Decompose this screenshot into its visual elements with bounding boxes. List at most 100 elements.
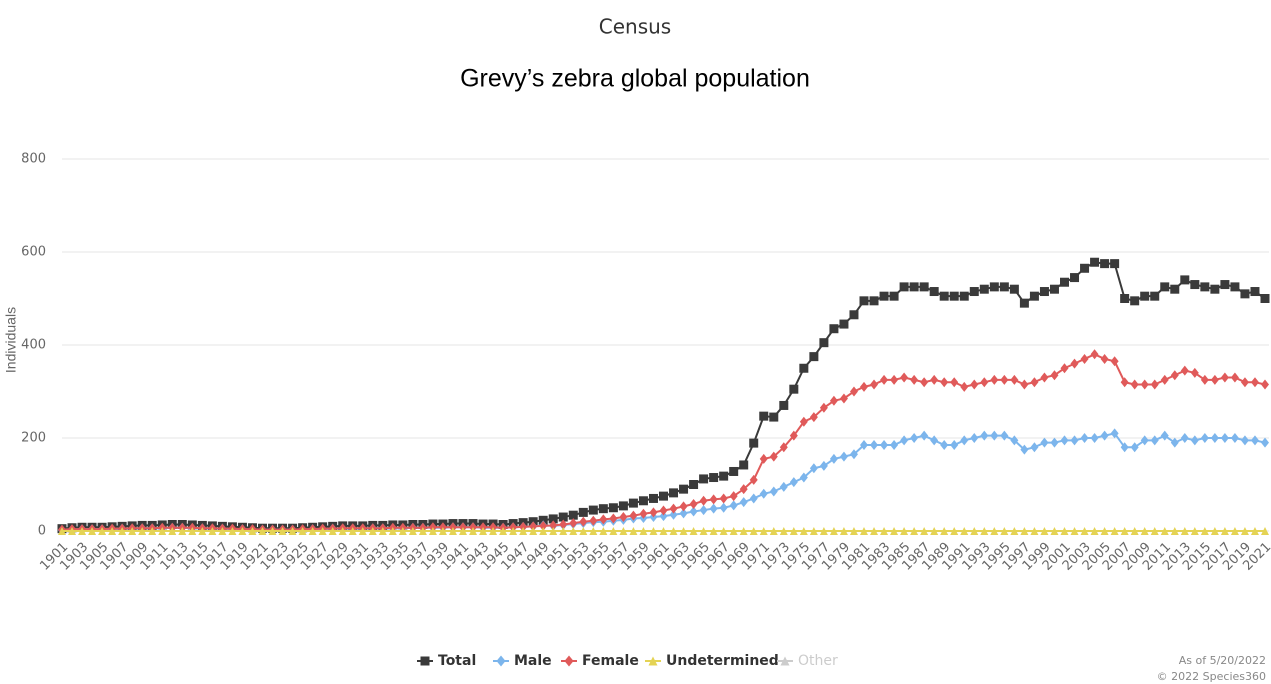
point <box>1190 367 1199 378</box>
point <box>1060 363 1069 374</box>
point <box>1130 296 1140 306</box>
point <box>980 527 989 535</box>
point <box>1150 435 1159 446</box>
point <box>849 386 858 397</box>
point <box>459 527 467 535</box>
legend-label: Total <box>438 653 476 669</box>
point <box>950 377 959 388</box>
legend-item[interactable]: Male <box>493 653 552 669</box>
legend-item[interactable]: Female <box>561 653 639 669</box>
y-tick-label: 600 <box>21 245 46 260</box>
point <box>1200 433 1209 443</box>
point <box>408 527 417 535</box>
point <box>1000 527 1009 535</box>
point <box>839 393 848 404</box>
point <box>1020 379 1029 390</box>
legend-item[interactable]: Undetermined <box>645 653 779 669</box>
point <box>1250 527 1259 535</box>
legend-symbol <box>564 655 574 667</box>
point <box>1070 435 1079 446</box>
point <box>699 527 708 535</box>
point <box>438 527 447 535</box>
point <box>729 527 738 535</box>
point <box>499 527 508 535</box>
point <box>509 527 518 535</box>
point <box>769 527 778 535</box>
point <box>1150 527 1159 535</box>
point <box>1060 527 1069 535</box>
point <box>1140 291 1150 301</box>
point <box>1140 527 1149 535</box>
point <box>990 527 999 535</box>
point <box>689 527 698 535</box>
point <box>990 430 999 441</box>
point <box>1090 433 1099 443</box>
point <box>759 453 768 464</box>
point <box>749 527 758 535</box>
point <box>138 527 147 535</box>
point <box>1030 442 1039 453</box>
point <box>709 494 718 505</box>
point <box>1010 435 1019 446</box>
point <box>940 527 949 535</box>
point <box>970 433 979 443</box>
point <box>909 282 919 292</box>
point <box>348 527 357 535</box>
point <box>1050 370 1059 381</box>
point <box>1080 353 1089 364</box>
point <box>188 527 197 535</box>
point <box>1040 372 1049 383</box>
point <box>569 518 578 529</box>
point <box>519 521 528 532</box>
point <box>779 442 788 453</box>
point <box>378 527 387 535</box>
point <box>1190 280 1200 290</box>
point <box>940 439 949 450</box>
point <box>1210 433 1219 443</box>
y-tick-label: 200 <box>21 431 46 446</box>
point <box>178 527 187 535</box>
point <box>148 527 157 535</box>
point <box>228 527 237 535</box>
point <box>338 527 347 535</box>
point <box>849 527 858 535</box>
point <box>939 291 949 301</box>
point <box>699 495 708 506</box>
point <box>679 484 689 494</box>
point <box>739 527 748 535</box>
point <box>1080 527 1089 535</box>
point <box>679 508 688 519</box>
point <box>799 527 808 535</box>
point <box>849 449 858 460</box>
point <box>930 374 939 385</box>
point <box>1040 527 1049 535</box>
legend-item[interactable]: Other <box>777 653 838 669</box>
point <box>1190 527 1199 535</box>
point <box>659 527 668 535</box>
point <box>1130 527 1139 535</box>
point <box>890 527 899 535</box>
point <box>849 310 859 320</box>
point <box>779 481 788 492</box>
point <box>1230 527 1239 535</box>
point <box>829 395 838 406</box>
point <box>538 515 548 525</box>
legend-label: Male <box>514 653 552 669</box>
point <box>548 514 558 524</box>
point <box>198 527 207 535</box>
point <box>890 439 899 450</box>
point <box>839 451 848 462</box>
point <box>559 527 568 535</box>
point <box>970 379 979 390</box>
point <box>609 513 618 524</box>
point <box>990 374 999 385</box>
point <box>899 282 909 292</box>
point <box>1160 527 1169 535</box>
point <box>709 527 718 535</box>
point <box>248 527 257 535</box>
point <box>679 527 688 535</box>
point <box>880 527 889 535</box>
point <box>920 430 929 441</box>
legend-item[interactable]: Total <box>417 653 476 669</box>
point <box>769 486 778 497</box>
